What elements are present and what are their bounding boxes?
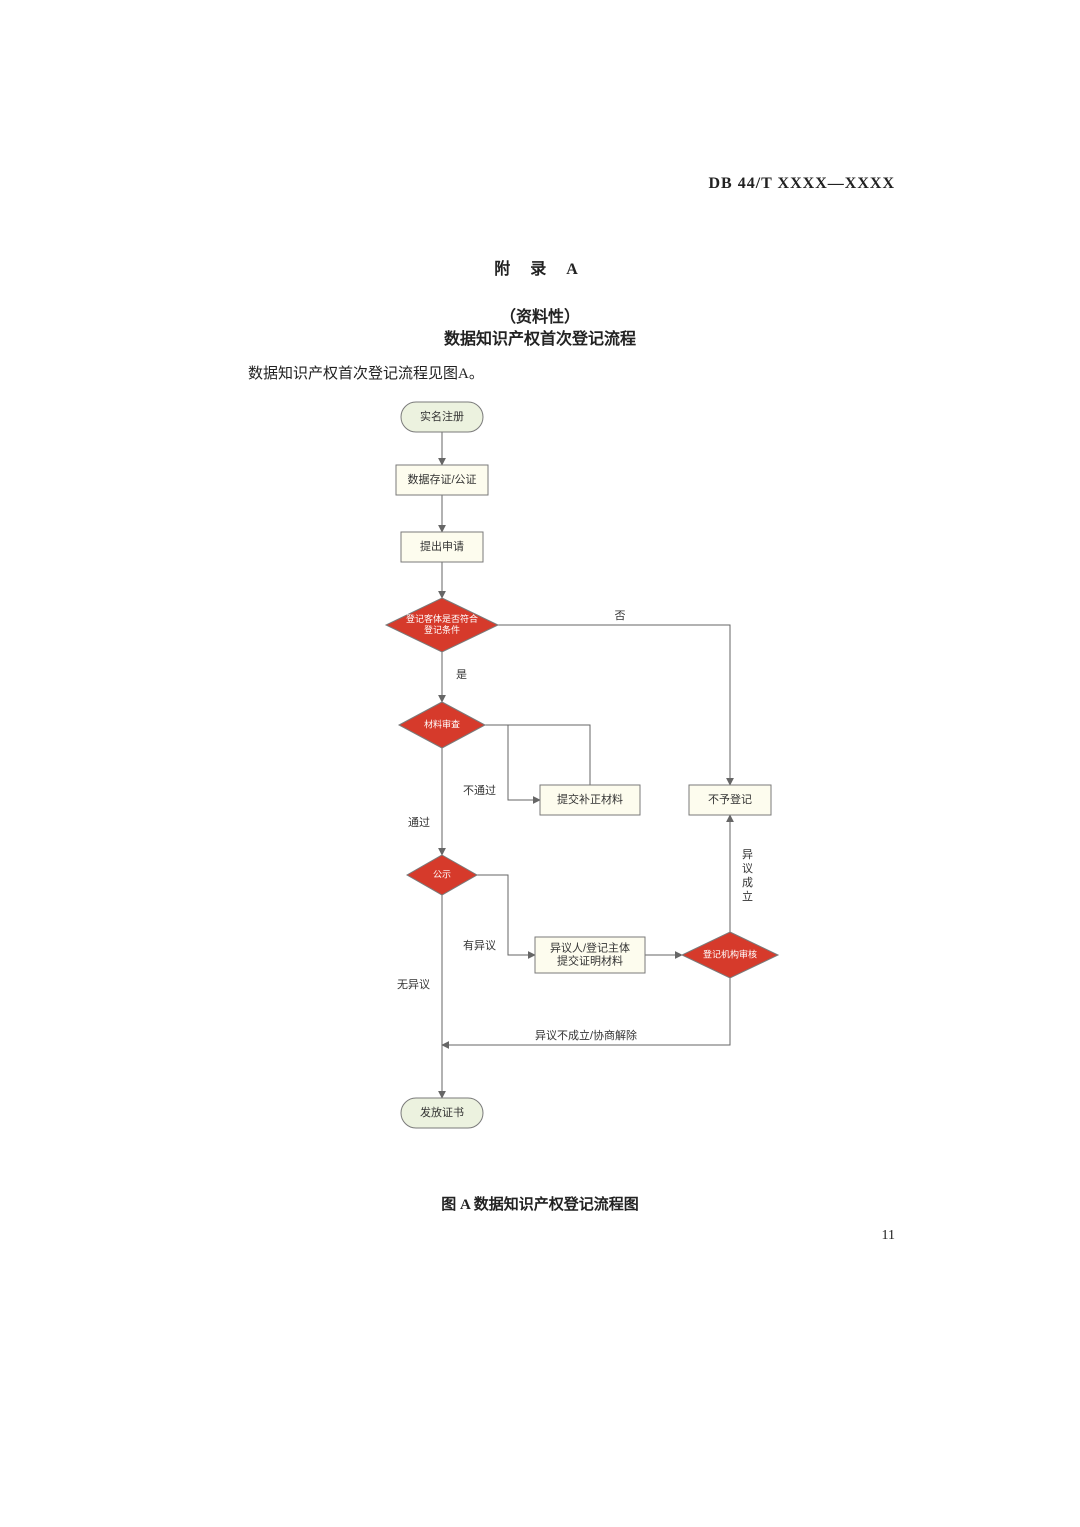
flow-node-label: 数据存证/公证 [407, 472, 476, 486]
appendix-label: 附 录 A [0, 255, 1080, 279]
flow-node-label: 提交证明材料 [557, 953, 623, 967]
flow-node-label: 实名注册 [420, 409, 464, 423]
flow-node-label: 材料审查 [424, 718, 460, 729]
appendix-subtitle-type: （资料性） [0, 303, 1080, 327]
flow-edge-label: 议 [742, 862, 753, 875]
flow-node-label: 提出申请 [420, 539, 464, 553]
page-number: 11 [882, 1228, 895, 1244]
flow-edge [498, 625, 730, 785]
intro-text: 数据知识产权首次登记流程见图A。 [248, 362, 484, 383]
flow-edge-label: 成 [742, 876, 753, 889]
flowchart: 是 否不通过通过有异议 异议成立异议不成立/协商解除 无异议 实名注册数据存证/公证提出… [380, 395, 820, 1155]
flow-edge-label: 否 [615, 610, 626, 622]
flow-edge-label: 通过 [408, 816, 430, 829]
flow-node-label: 异议人/登记主体 [550, 940, 630, 954]
flow-edge-label: 有异议 [463, 938, 496, 952]
flow-node-label: 登记条件 [424, 624, 460, 635]
flow-node-label: 发放证书 [420, 1105, 464, 1119]
flow-node-label: 登记客体是否符合 [406, 613, 478, 624]
flow-edge-label: 无异议 [397, 978, 430, 991]
flow-edge-label: 异议不成立/协商解除 [535, 1028, 637, 1042]
flow-edge [485, 725, 590, 785]
flow-edge-label: 是 [456, 668, 467, 681]
flow-edge-label: 不通过 [463, 784, 496, 797]
flow-node-label: 登记机构审核 [703, 948, 757, 959]
flow-edge-label: 异 [742, 848, 753, 861]
figure-caption: 图 A 数据知识产权登记流程图 [0, 1193, 1080, 1214]
flow-node-label: 提交补正材料 [557, 792, 623, 806]
doc-code: DB 44/T XXXX—XXXX [709, 175, 896, 193]
appendix-subtitle-title: 数据知识产权首次登记流程 [0, 325, 1080, 349]
flow-edge-label: 立 [742, 889, 753, 903]
flow-node-label: 公示 [433, 869, 451, 879]
flow-node-label: 不予登记 [708, 792, 752, 806]
